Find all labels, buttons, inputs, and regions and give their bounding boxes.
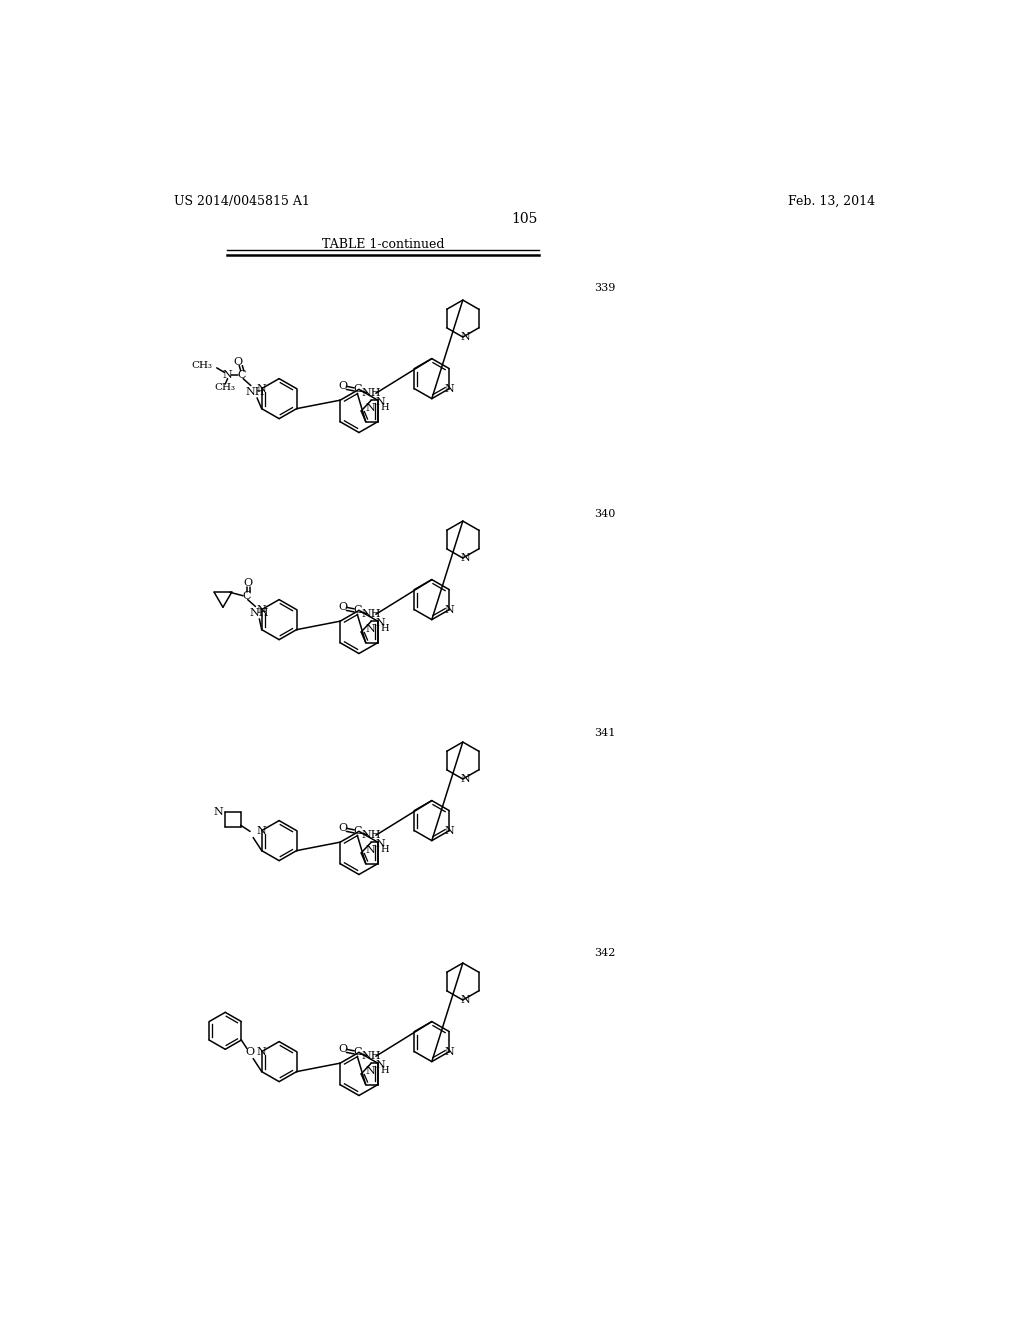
- Text: Feb. 13, 2014: Feb. 13, 2014: [788, 194, 876, 207]
- Text: TABLE 1-continued: TABLE 1-continued: [323, 239, 445, 252]
- Text: N: N: [460, 995, 470, 1005]
- Text: N: N: [444, 384, 454, 393]
- Text: 340: 340: [595, 508, 615, 519]
- Text: O: O: [339, 1044, 348, 1053]
- Text: N: N: [257, 605, 266, 615]
- Text: H: H: [381, 1067, 389, 1076]
- Text: N: N: [365, 845, 375, 855]
- Text: N: N: [375, 1060, 385, 1071]
- Text: NH: NH: [361, 610, 381, 619]
- Text: N: N: [257, 1047, 266, 1056]
- Text: C: C: [242, 591, 251, 601]
- Text: 105: 105: [512, 213, 538, 226]
- Text: 339: 339: [595, 284, 615, 293]
- Text: N: N: [444, 825, 454, 836]
- Text: N: N: [444, 1047, 454, 1056]
- Text: O: O: [339, 380, 348, 391]
- Text: H: H: [381, 624, 389, 634]
- Text: N: N: [460, 774, 470, 784]
- Text: N: N: [222, 370, 232, 380]
- Text: CH₃: CH₃: [214, 383, 234, 392]
- Text: NH: NH: [361, 830, 381, 841]
- Text: N: N: [365, 624, 375, 634]
- Text: N: N: [444, 605, 454, 615]
- Text: N: N: [365, 1065, 375, 1076]
- Text: N: N: [365, 403, 375, 413]
- Text: NH: NH: [246, 387, 265, 397]
- Text: C: C: [353, 826, 361, 837]
- Text: N: N: [375, 397, 385, 408]
- Text: N: N: [257, 384, 266, 393]
- Text: N: N: [213, 808, 223, 817]
- Text: H: H: [381, 845, 389, 854]
- Text: O: O: [339, 602, 348, 611]
- Text: O: O: [246, 1047, 255, 1057]
- Text: O: O: [243, 578, 252, 589]
- Text: O: O: [233, 358, 243, 367]
- Text: NH: NH: [361, 1051, 381, 1061]
- Text: 341: 341: [595, 729, 615, 738]
- Text: NH: NH: [361, 388, 381, 399]
- Text: N: N: [375, 619, 385, 628]
- Text: C: C: [238, 370, 246, 380]
- Text: N: N: [375, 840, 385, 850]
- Text: 342: 342: [595, 948, 615, 957]
- Text: N: N: [460, 553, 470, 564]
- Text: O: O: [339, 822, 348, 833]
- Text: N: N: [460, 333, 470, 342]
- Text: C: C: [353, 606, 361, 615]
- Text: C: C: [353, 384, 361, 395]
- Text: NH: NH: [250, 607, 269, 618]
- Text: CH₃: CH₃: [191, 362, 212, 370]
- Text: C: C: [353, 1047, 361, 1057]
- Text: US 2014/0045815 A1: US 2014/0045815 A1: [174, 194, 310, 207]
- Text: H: H: [381, 404, 389, 412]
- Text: N: N: [257, 825, 266, 836]
